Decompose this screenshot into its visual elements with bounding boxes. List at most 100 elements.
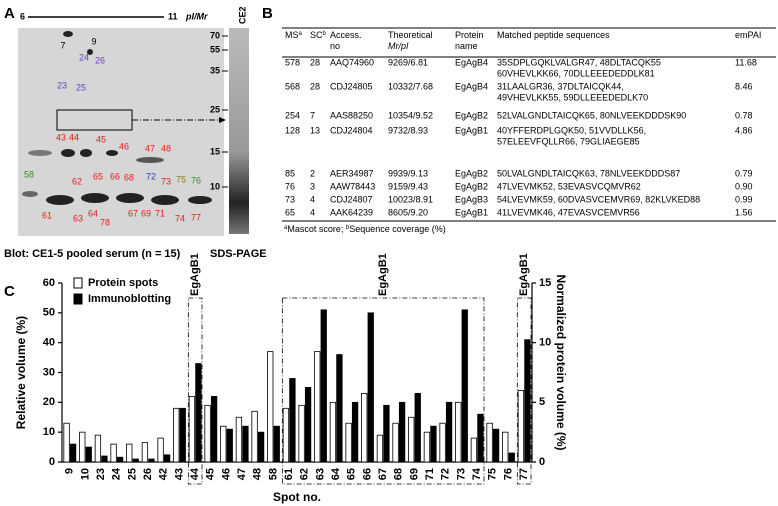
table-cell: AER34987 [330, 168, 374, 178]
footnote: aMascot score; bSequence coverage (%) [284, 224, 446, 234]
y-tick-label: 20 [43, 396, 55, 408]
table-cell: 11.68 [735, 57, 757, 67]
bar [94, 434, 102, 463]
table-cell: 85 [285, 168, 295, 178]
bar [204, 404, 211, 463]
table-cell: 4 [310, 207, 315, 217]
table-cell: AAS88250 [330, 110, 373, 120]
table-cell: EgAgB1 [455, 125, 488, 135]
x-tick-label: 25 [126, 468, 138, 480]
panel-label: B [262, 5, 273, 22]
bar [188, 395, 196, 463]
y2-tick-label: 0 [539, 456, 545, 468]
y-tick-label: 30 [43, 366, 55, 378]
header-text: Mr/pI [388, 41, 409, 51]
panel-label: C [4, 283, 15, 300]
bar [351, 401, 359, 463]
table-cell: 57ELEEVFQLLR66, 79GLIAEGE85 [497, 136, 640, 146]
bar [361, 392, 368, 463]
x-tick-label: 72 [440, 468, 452, 480]
bar [85, 446, 92, 463]
spot-label: 9 [91, 36, 96, 46]
table-cell: CDJ24805 [330, 81, 373, 91]
table-header: Protein [455, 30, 484, 40]
table-cell: 40YFFERDPLGQK50, 51VVDLLK56, [497, 125, 646, 135]
arrow-head [219, 117, 226, 123]
y2-axis-title: Normalized protein volume (%) [554, 274, 568, 450]
mw-marker: 55 [210, 44, 220, 54]
table-cell: 0.79 [735, 168, 753, 178]
superscript: b [323, 31, 327, 37]
spot-label: 25 [76, 82, 86, 92]
bar [235, 416, 243, 463]
table-cell: 65 [285, 207, 295, 217]
bar [314, 351, 321, 463]
table-cell: 13 [310, 125, 320, 135]
x-tick-label: 61 [283, 468, 295, 480]
bar [226, 428, 233, 463]
bar [220, 425, 227, 463]
y-tick-label: 0 [49, 456, 55, 468]
x-tick-label: 48 [252, 468, 264, 480]
spot-label: 77 [191, 212, 201, 222]
table-cell: 47LVEVMK52, 53EVASVCQMVR62 [497, 181, 641, 191]
bar [461, 309, 468, 463]
x-tick-label: 10 [79, 468, 91, 480]
table-cell: EgAgB2 [455, 168, 488, 178]
bar [304, 387, 312, 463]
spot-label: 75 [176, 174, 186, 184]
bar [470, 437, 478, 463]
footnote-text: Mascot score; [287, 224, 346, 234]
bar [126, 443, 133, 463]
y-tick-label: 50 [43, 307, 55, 319]
table-header: no [330, 41, 340, 51]
x-tick-label: 69 [408, 468, 420, 480]
bar [79, 431, 86, 463]
bar [242, 425, 249, 463]
bar [486, 422, 493, 463]
superscript: a [284, 225, 288, 231]
table-cell: 3 [310, 181, 315, 191]
table-cell: 4 [310, 194, 315, 204]
bar [517, 389, 525, 463]
spot-label: 74 [175, 213, 185, 223]
y-tick-label: 40 [43, 337, 55, 349]
x-tick-label: 26 [142, 468, 154, 480]
legend-label: Protein spots [88, 277, 158, 289]
table-cell: EgAgB2 [455, 181, 488, 191]
table-cell: 254 [285, 110, 300, 120]
table-cell: 10332/7.68 [388, 81, 433, 91]
bar [455, 401, 462, 463]
header-text: no [330, 41, 340, 51]
x-tick-label: 71 [424, 468, 436, 480]
bar [423, 431, 431, 463]
pi-label: 6 [20, 11, 25, 21]
bar [502, 431, 509, 463]
y-tick-label: 10 [43, 426, 55, 438]
x-tick-label: 43 [173, 468, 185, 480]
bar [398, 401, 406, 463]
x-tick-label: 44 [189, 467, 201, 480]
table-cell: AAW78443 [330, 181, 375, 191]
x-tick-label: 47 [236, 468, 248, 480]
annotation: EgAgB1 [189, 253, 201, 296]
spot-label: 65 [93, 171, 103, 181]
bar [336, 354, 343, 463]
bar [210, 395, 218, 463]
spot-label: 78 [100, 217, 110, 227]
spot-label: 66 [110, 171, 120, 181]
spot-label: 71 [155, 208, 165, 218]
bar [63, 422, 70, 463]
legend-swatch [73, 277, 83, 289]
table-cell: 60VHEVLKK66, 70DLLEEEDEDDLK81 [497, 68, 655, 78]
table-cell: 9732/8.93 [388, 125, 428, 135]
table-cell: EgAgB4 [455, 81, 488, 91]
superscript: a [299, 31, 303, 37]
table-header: emPAI [735, 30, 761, 40]
spot-label: 58 [24, 169, 34, 179]
bar [101, 455, 108, 463]
table-cell: 9939/9.13 [388, 168, 428, 178]
table-cell: CDJ24804 [330, 125, 373, 135]
table-cell: 28 [310, 81, 320, 91]
bar [320, 309, 327, 463]
